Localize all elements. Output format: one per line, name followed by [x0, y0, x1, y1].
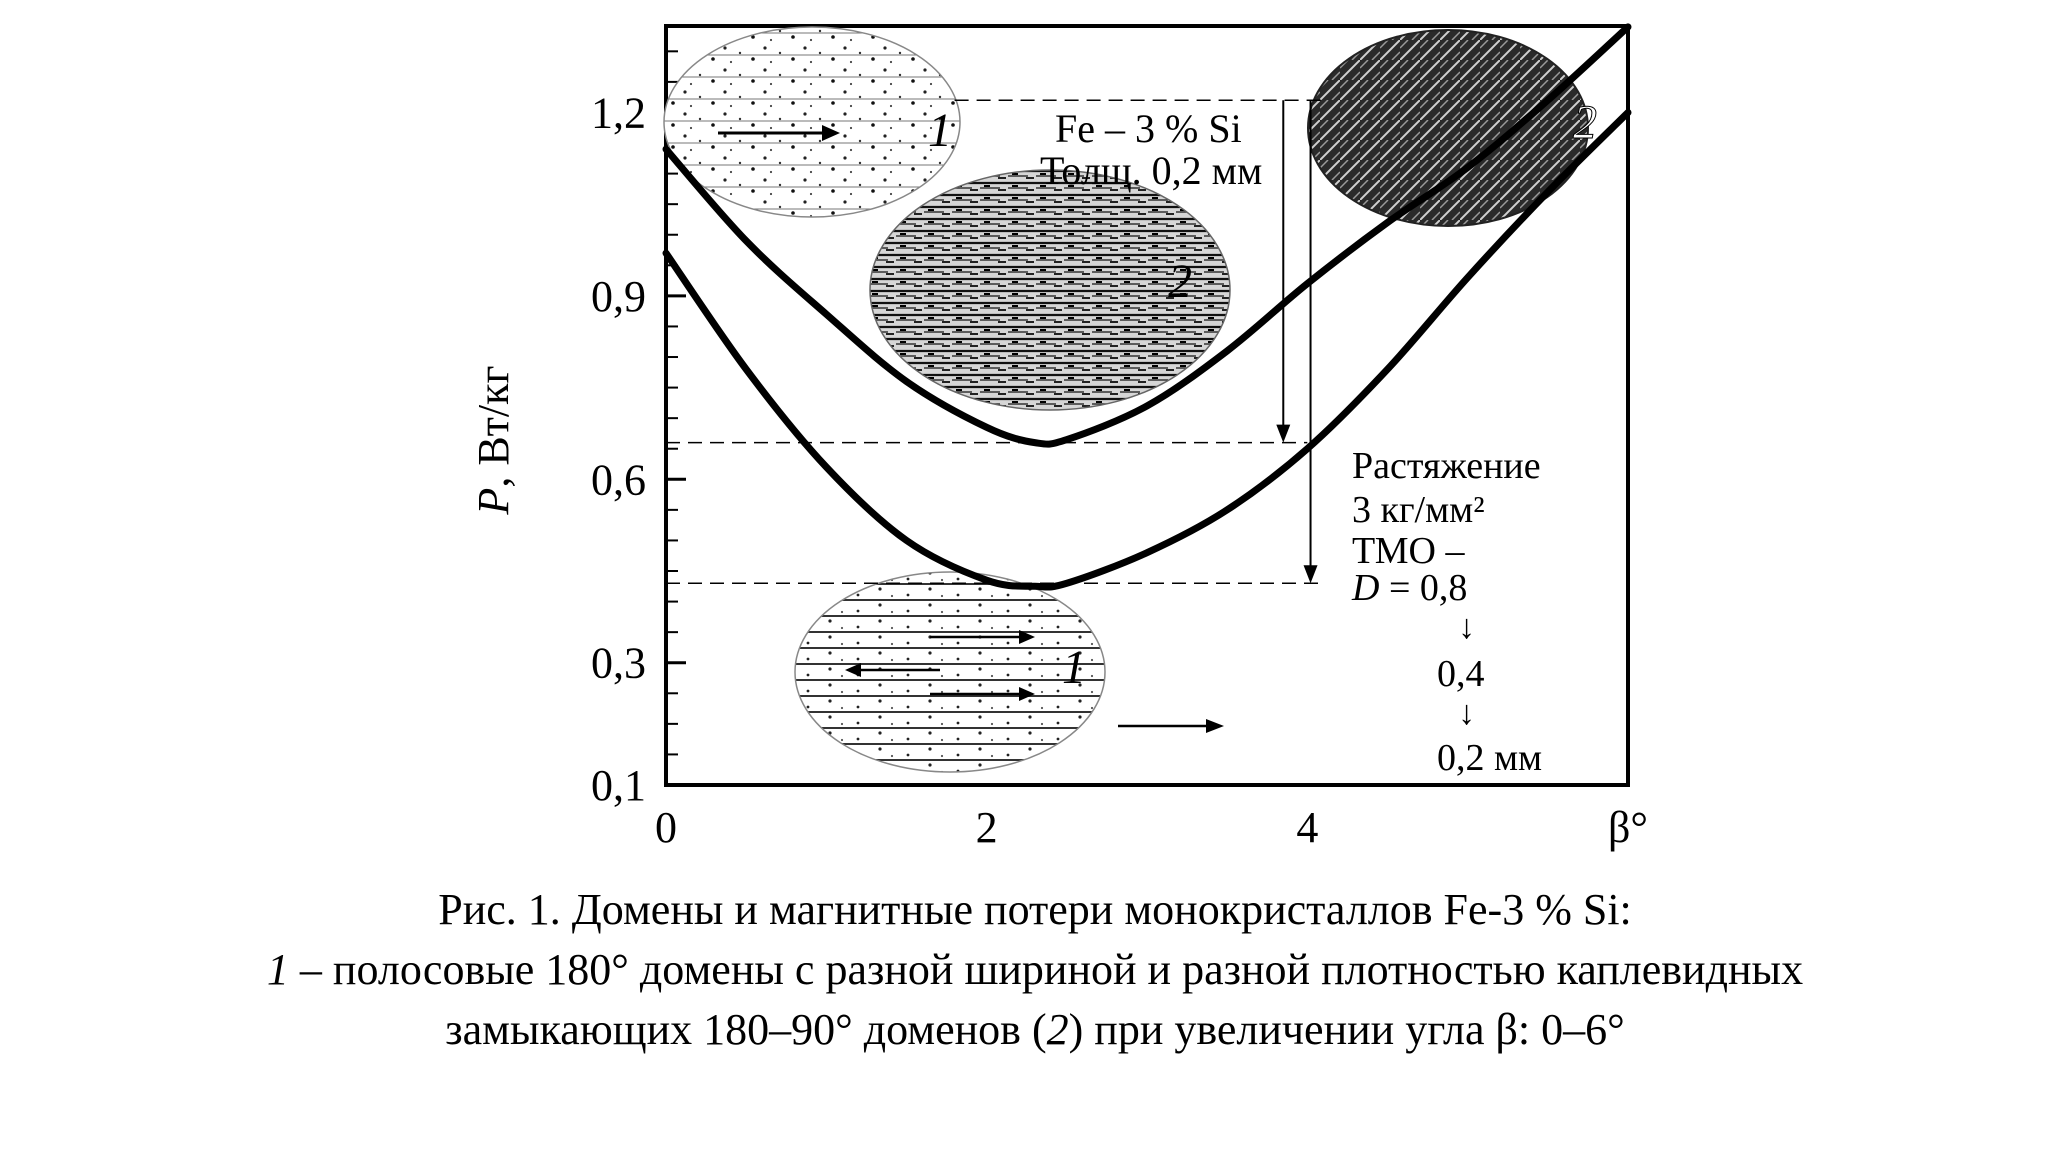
- tension-line2: 3 кг/мм²: [1352, 489, 1485, 531]
- arrow-head-icon: [1019, 630, 1035, 644]
- thickness-value-2: 0,4: [1437, 653, 1485, 695]
- field-direction-arrow: [1118, 719, 1224, 733]
- inset-middle: 2: [869, 169, 1231, 411]
- inset-top-right: 2: [1307, 29, 1598, 227]
- y-axis-unit: , Вт/кг: [469, 365, 518, 487]
- thickness-value-3: 0,2 мм: [1437, 737, 1542, 779]
- y-tick-label: 0,1: [591, 761, 646, 810]
- x-axis: 0 2 4 β°: [655, 803, 1648, 852]
- y-tick-label: 0,3: [591, 639, 646, 688]
- arrow-head-icon: [1276, 424, 1291, 443]
- x-tick-label: 2: [976, 803, 998, 852]
- tmo-label: ТМО –: [1352, 530, 1465, 572]
- plot-frame: [664, 24, 1630, 787]
- inset-bottom: 1: [794, 571, 1106, 773]
- caption-line-3: замыкающих 180–90° доменов (2) при увели…: [0, 1000, 2070, 1060]
- thickness-var: D: [1351, 567, 1379, 609]
- material-line2: Толщ. 0,2 мм: [1040, 148, 1262, 193]
- caption-line-2: 1 – полосовые 180° домены с разной ширин…: [0, 940, 2070, 1000]
- series-line-1: [662, 23, 1632, 448]
- thickness-d: D = 0,8: [1351, 567, 1467, 609]
- down-arrow-icon: ↓: [1458, 609, 1475, 646]
- y-axis-title: P, Вт/кг: [469, 365, 518, 515]
- tension-annotation: Растяжение 3 кг/мм² ТМО – D = 0,8 ↓ 0,4 …: [1351, 445, 1542, 779]
- down-arrow-icon: ↓: [1458, 695, 1475, 732]
- arrow-head-icon: [822, 125, 840, 141]
- caption-ref-1: 1: [266, 945, 289, 994]
- inset-middle-label: 2: [1168, 255, 1192, 308]
- material-annotation: Fe – 3 % Si Толщ. 0,2 мм: [1040, 106, 1262, 193]
- x-tick-label: β°: [1608, 803, 1648, 852]
- thickness-value-1: = 0,8: [1379, 567, 1467, 609]
- ref-lines: [666, 99, 1324, 584]
- caption-line-1: Рис. 1. Домены и магнитные потери монокр…: [438, 885, 1632, 934]
- inset-top-left-label: 1: [928, 104, 952, 157]
- y-tick-label: 0,6: [591, 455, 646, 504]
- x-tick-label: 0: [655, 803, 677, 852]
- y-axis: 0,1 0,3 0,6 0,9 1,2: [591, 88, 686, 810]
- y-axis-var: P: [469, 488, 518, 516]
- caption-ref-2: 2: [1046, 1005, 1069, 1054]
- x-tick-label: 4: [1296, 803, 1318, 852]
- inset-top-left: 1: [663, 26, 961, 218]
- curves: [662, 23, 1632, 591]
- inset-top-right-label: 2: [1573, 96, 1597, 149]
- y-tick-label: 1,2: [591, 88, 646, 137]
- arrow-head-icon: [845, 663, 861, 677]
- figure-caption: Рис. 1. Домены и магнитные потери монокр…: [0, 880, 2070, 1060]
- arrow-head-icon: [1019, 687, 1035, 701]
- caption-line-2-text: – полосовые 180° домены с разной шириной…: [288, 945, 1804, 994]
- series-line-2: [662, 108, 1632, 591]
- caption-line-3-post: ) при увеличении угла β: 0–6°: [1068, 1005, 1625, 1054]
- y-tick-label: 0,9: [591, 272, 646, 321]
- chart: 0,1 0,3 0,6 0,9 1,2 0 2 4 β° P, Вт/кг 1 2 2 1: [469, 23, 1648, 852]
- inset-bottom-label: 1: [1062, 641, 1086, 694]
- arrow-head-icon: [1206, 719, 1224, 733]
- material-line1: Fe – 3 % Si: [1055, 106, 1242, 151]
- caption-line-3-pre: замыкающих 180–90° доменов (: [445, 1005, 1047, 1054]
- drop-arrows: [1276, 100, 1318, 584]
- arrow-head-icon: [1303, 565, 1318, 584]
- tension-line1: Растяжение: [1352, 445, 1541, 487]
